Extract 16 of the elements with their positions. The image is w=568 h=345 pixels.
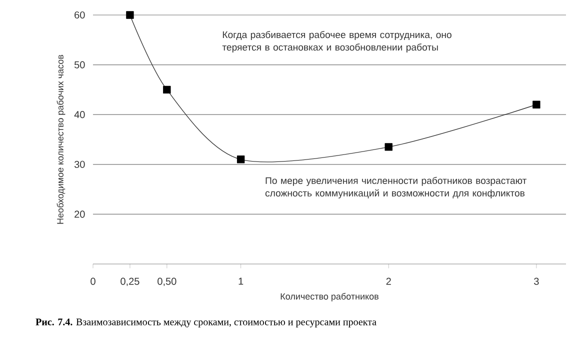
y-tick-label: 20 <box>74 210 85 218</box>
x-tick-label: 1 <box>238 278 244 285</box>
annotation: По мере увеличения численности работников возрастают сложность коммуникаций и возможности для конфликтов <box>265 176 527 198</box>
x-tick-label: 2 <box>386 278 391 285</box>
y-axis-title: Необходимое количество рабочих часов <box>56 54 66 224</box>
x-tick-label: 0 <box>90 278 96 285</box>
x-tick-label: 0,50 <box>158 278 176 286</box>
y-tick-label: 50 <box>74 61 85 68</box>
text: Рис. 7.4. Взаимозависимость между сроками, стоимостью и ресурсами проекта <box>36 318 376 328</box>
x-tick-label: 3 <box>534 278 539 285</box>
x-tick-label: 0,25 <box>120 278 140 286</box>
y-tick-label: 40 <box>74 111 85 118</box>
annotation: Когда разбивается рабочее время сотрудника, оно теряется в остановках и возобновлении работы <box>222 30 452 53</box>
x-axis-title: Количество работников <box>280 292 378 302</box>
y-tick-label: 60 <box>74 11 85 19</box>
y-tick-label: 30 <box>74 160 85 168</box>
